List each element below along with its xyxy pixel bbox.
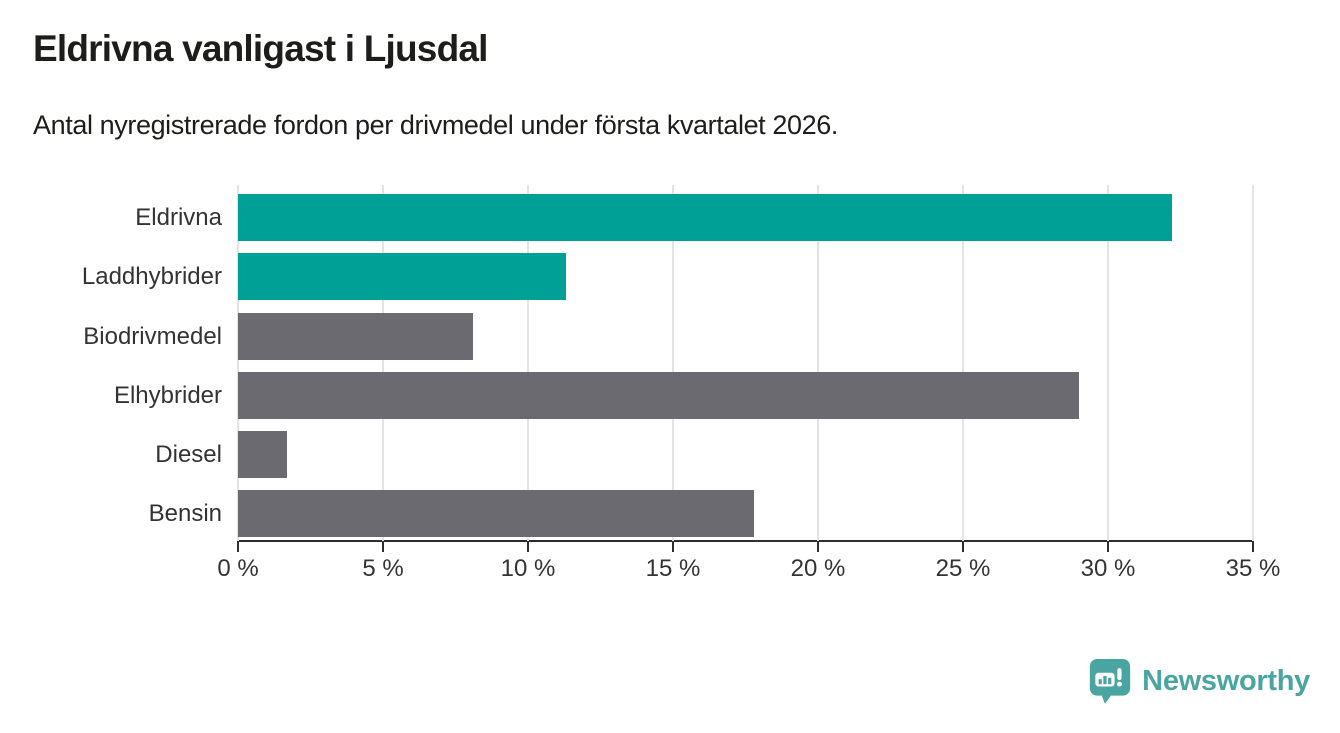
x-axis-tick — [1107, 541, 1109, 552]
bar-laddhybrider — [238, 253, 566, 300]
chart-subtitle: Antal nyregistrerade fordon per drivmede… — [33, 110, 838, 140]
x-axis-tick — [817, 541, 819, 552]
x-axis-line — [237, 540, 1254, 542]
x-tick-label: 15 % — [645, 555, 701, 582]
bar-eldrivna — [238, 194, 1172, 241]
x-axis-tick — [962, 541, 964, 552]
x-tick-label: 10 % — [500, 555, 556, 582]
x-tick-label: 25 % — [935, 555, 991, 582]
category-label: Biodrivmedel — [83, 323, 222, 350]
gridline — [962, 185, 964, 541]
gridline — [1252, 185, 1254, 541]
y-axis-labels: Eldrivna Laddhybrider Biodrivmedel Elhyb… — [0, 185, 222, 541]
category-label: Eldrivna — [135, 204, 222, 231]
newsworthy-wordmark: Newsworthy — [1142, 664, 1310, 697]
x-tick-label: 35 % — [1225, 555, 1281, 582]
category-label: Elhybrider — [113, 382, 222, 409]
x-tick-label: 30 % — [1080, 555, 1136, 582]
x-axis-tick — [382, 541, 384, 552]
plot-area — [237, 185, 1254, 541]
gridline — [817, 185, 819, 541]
newsworthy-logo-icon — [1088, 656, 1132, 706]
x-tick-label: 20 % — [790, 555, 846, 582]
gridline — [237, 185, 239, 541]
newsworthy-logo: Newsworthy — [1088, 656, 1310, 706]
bar-diesel — [238, 431, 288, 478]
bar-bensin — [238, 490, 755, 537]
x-axis-tick — [1252, 541, 1254, 552]
gridline — [381, 185, 384, 541]
category-label: Diesel — [155, 441, 222, 468]
category-label: Bensin — [148, 500, 222, 527]
gridline — [1107, 185, 1109, 541]
bar-biodrivmedel — [238, 313, 473, 360]
gridline — [671, 185, 674, 541]
x-axis-tick — [672, 541, 674, 552]
page-title: Eldrivna vanligast i Ljusdal — [33, 28, 488, 69]
category-label: Laddhybrider — [81, 263, 222, 290]
gridline — [526, 185, 529, 541]
x-tick-label: 0 % — [217, 555, 259, 582]
x-tick-label: 5 % — [362, 555, 404, 582]
bar-elhybrider — [238, 372, 1079, 419]
x-axis-tick — [237, 541, 239, 552]
x-axis-tick — [527, 541, 529, 552]
